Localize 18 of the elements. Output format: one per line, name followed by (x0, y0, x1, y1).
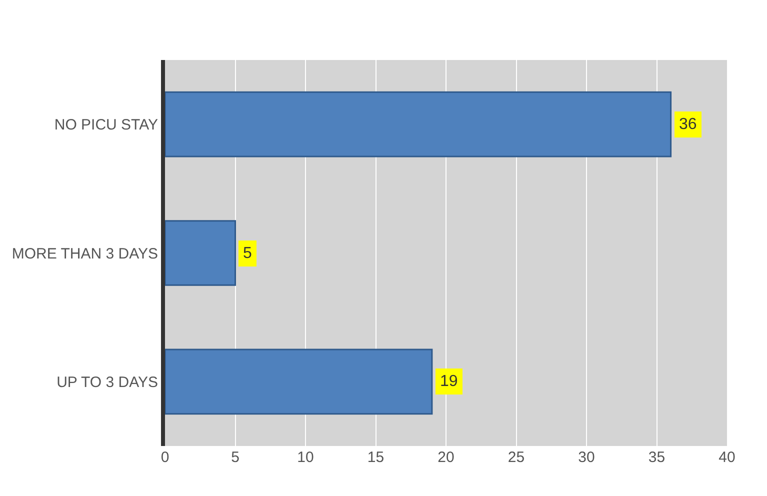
data-label: 19 (440, 373, 458, 390)
y-tick-label: MORE THAN 3 DAYS (12, 245, 158, 262)
bar (165, 220, 236, 286)
x-tick-label: 25 (508, 449, 525, 466)
data-label: 5 (243, 245, 252, 262)
x-tick-label: 35 (648, 449, 666, 466)
x-tick-label: 10 (297, 449, 314, 466)
bar (165, 91, 672, 158)
bar (165, 348, 433, 415)
x-tick-label: 30 (578, 449, 595, 466)
y-tick-label: NO PICU STAY (54, 116, 158, 134)
x-tick-label: 40 (718, 449, 736, 466)
x-tick-label: 5 (231, 449, 240, 466)
data-label: 36 (679, 116, 697, 133)
x-tick-label: 20 (438, 449, 454, 466)
y-tick-label: UP TO 3 DAYS (56, 374, 158, 391)
x-tick-label: 15 (367, 449, 384, 466)
x-tick-label: 0 (160, 449, 170, 466)
